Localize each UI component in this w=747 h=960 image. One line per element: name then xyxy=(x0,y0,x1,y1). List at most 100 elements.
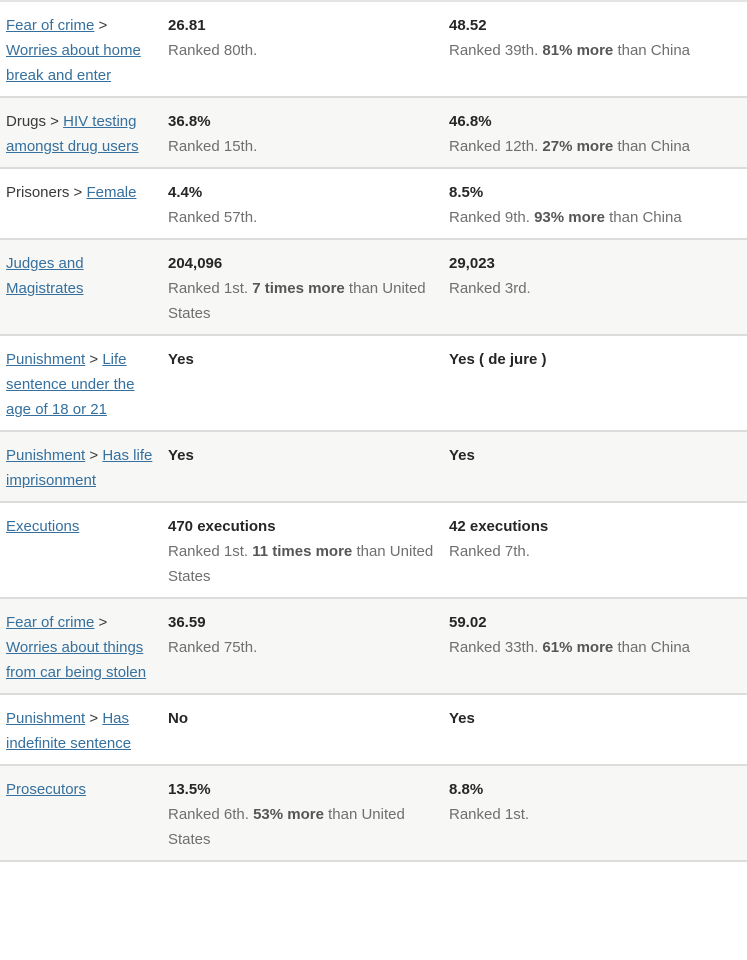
usa-value-cell: 8.5% Ranked 9th. 93% more than China xyxy=(449,180,739,230)
usa-value-cell: 42 executions Ranked 7th. xyxy=(449,514,739,564)
comparison-table: Fear of crime > Worries about home break… xyxy=(0,0,747,862)
stat-value: Yes xyxy=(449,447,475,464)
detail-text: Ranked 7th. xyxy=(449,543,530,560)
label-text: > xyxy=(69,184,87,201)
stat-value: 36.59 xyxy=(168,614,206,631)
stat-value: No xyxy=(168,710,188,727)
table-row: Punishment > Life sentence under the age… xyxy=(0,336,747,432)
stat-link[interactable]: Punishment xyxy=(6,351,86,368)
detail-highlight: 61% more xyxy=(542,639,614,656)
next-row-stub xyxy=(0,862,747,868)
stat-link[interactable]: Judges and Magistrates xyxy=(6,255,84,297)
stat-link[interactable]: Worries about things from car being stol… xyxy=(6,639,147,681)
label-cell: Drugs > HIV testing amongst drug users xyxy=(6,109,156,159)
stat-value: 8.5% xyxy=(449,184,484,201)
label-text: Prisoners xyxy=(6,184,70,201)
detail-text: Ranked 9th. xyxy=(449,209,535,226)
detail-text: Ranked 1st. xyxy=(449,806,530,823)
stat-value: 13.5% xyxy=(168,781,211,798)
table-row: Prosecutors 13.5% Ranked 6th. 53% more tha… xyxy=(0,766,747,862)
label-cell: Prisoners > Female xyxy=(6,180,156,205)
china-value-cell: 470 executions Ranked 1st. 11 times more … xyxy=(168,514,441,589)
detail-text: than China xyxy=(613,639,691,656)
table-row: Drugs > HIV testing amongst drug users 36… xyxy=(0,98,747,169)
china-value-cell: 26.81 Ranked 80th. xyxy=(168,13,441,63)
stat-value: 29,023 xyxy=(449,255,495,272)
stat-detail: Ranked 1st. xyxy=(449,802,739,827)
china-value-cell: 36.8% Ranked 15th. xyxy=(168,109,441,159)
label-cell: Punishment > Has indefinite sentence xyxy=(6,706,156,756)
stat-link[interactable]: Has life imprisonment xyxy=(6,447,153,489)
detail-text: Ranked 39th. xyxy=(449,42,543,59)
stat-value: 48.52 xyxy=(449,17,487,34)
detail-text: Ranked 6th. xyxy=(168,806,254,823)
stat-detail: Ranked 12th. 27% more than China xyxy=(449,134,739,159)
stat-detail: Ranked 15th. xyxy=(168,134,441,159)
china-value-cell: 13.5% Ranked 6th. 53% more than United St… xyxy=(168,777,441,852)
stat-link[interactable]: Worries about home break and enter xyxy=(6,42,141,84)
label-text: > xyxy=(85,351,103,368)
stat-value: 8.8% xyxy=(449,781,484,798)
detail-text: Ranked 3rd. xyxy=(449,280,531,297)
stat-detail: Ranked 7th. xyxy=(449,539,739,564)
detail-highlight: 11 times more xyxy=(252,543,353,560)
stat-detail: Ranked 75th. xyxy=(168,635,441,660)
label-cell: Punishment > Has life imprisonment xyxy=(6,443,156,493)
label-text: > xyxy=(46,113,64,130)
stat-value: 59.02 xyxy=(449,614,487,631)
label-text: > xyxy=(94,614,108,631)
detail-highlight: 53% more xyxy=(253,806,324,823)
stat-detail: Ranked 1st. 11 times more than United St… xyxy=(168,539,441,589)
detail-text: than United States xyxy=(168,280,426,322)
label-cell: Punishment > Life sentence under the age… xyxy=(6,347,156,422)
detail-text: Ranked 12th. xyxy=(449,138,543,155)
stat-value: Yes xyxy=(168,351,194,368)
detail-text: than China xyxy=(613,42,691,59)
stat-link[interactable]: Female xyxy=(86,184,137,201)
usa-value-cell: 48.52 Ranked 39th. 81% more than China xyxy=(449,13,739,63)
label-cell: Fear of crime > Worries about home break… xyxy=(6,13,156,88)
stat-link[interactable]: Prosecutors xyxy=(6,781,87,798)
stat-link[interactable]: Punishment xyxy=(6,447,86,464)
usa-value-cell: 29,023 Ranked 3rd. xyxy=(449,251,739,301)
detail-text: Ranked 1st. xyxy=(168,280,253,297)
china-value-cell: Yes xyxy=(168,443,441,468)
detail-text: than China xyxy=(613,138,691,155)
label-cell: Fear of crime > Worries about things fro… xyxy=(6,610,156,685)
table-row: Fear of crime > Worries about things fro… xyxy=(0,599,747,695)
stat-link[interactable]: Executions xyxy=(6,518,80,535)
stat-detail: Ranked 57th. xyxy=(168,205,441,230)
detail-text: Ranked 33th. xyxy=(449,639,543,656)
stat-link[interactable]: HIV testing amongst drug users xyxy=(6,113,139,155)
table-row: Executions 470 executions Ranked 1st. 11 t… xyxy=(0,503,747,599)
china-value-cell: No xyxy=(168,706,441,731)
detail-highlight: 7 times more xyxy=(252,280,345,297)
stat-link[interactable]: Life sentence under the age of 18 or 21 xyxy=(6,351,135,418)
table-row: Punishment > Has life imprisonment Yes Yes xyxy=(0,432,747,503)
table-row: Punishment > Has indefinite sentence No Ye… xyxy=(0,695,747,766)
china-value-cell: 204,096 Ranked 1st. 7 times more than Uni… xyxy=(168,251,441,326)
stat-value: 36.8% xyxy=(168,113,211,130)
china-value-cell: 4.4% Ranked 57th. xyxy=(168,180,441,230)
stat-link[interactable]: Punishment xyxy=(6,710,86,727)
label-text: Drugs xyxy=(6,113,47,130)
detail-text: Ranked 15th. xyxy=(168,138,258,155)
stat-value: 204,096 xyxy=(168,255,223,272)
detail-highlight: 81% more xyxy=(542,42,614,59)
stat-link[interactable]: Fear of crime xyxy=(6,614,95,631)
detail-text: Ranked 1st. xyxy=(168,543,253,560)
stat-link[interactable]: Fear of crime xyxy=(6,17,95,34)
stat-detail: Ranked 9th. 93% more than China xyxy=(449,205,739,230)
detail-highlight: 27% more xyxy=(542,138,614,155)
detail-text: Ranked 75th. xyxy=(168,639,258,656)
usa-value-cell: Yes ( de jure ) xyxy=(449,347,739,372)
usa-value-cell: Yes xyxy=(449,706,739,731)
label-cell: Prosecutors xyxy=(6,777,156,802)
stat-link[interactable]: Has indefinite sentence xyxy=(6,710,132,752)
stat-value: 470 executions xyxy=(168,518,276,535)
table-row: Fear of crime > Worries about home break… xyxy=(0,2,747,98)
stat-value: Yes xyxy=(168,447,194,464)
detail-text: than United States xyxy=(168,543,434,585)
china-value-cell: 36.59 Ranked 75th. xyxy=(168,610,441,660)
label-cell: Judges and Magistrates xyxy=(6,251,156,301)
